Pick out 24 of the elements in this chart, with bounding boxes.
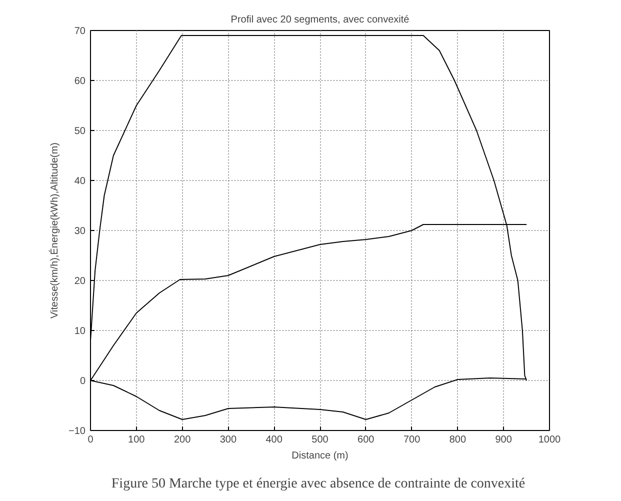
- x-tick-label: 100: [128, 434, 146, 446]
- x-tick-label: 0: [88, 434, 94, 446]
- x-tick-label: 900: [495, 434, 512, 446]
- y-tick-label: 70: [74, 26, 86, 37]
- x-tick-label: 700: [403, 434, 421, 446]
- caption: Figure 50 Marche type et énergie avec absence de contrainte de convexité: [111, 476, 526, 492]
- chart-title: Profil avec 20 segments, avec convexité: [230, 14, 410, 26]
- x-tick-label: 600: [358, 434, 375, 446]
- x-axis-title: Distance (m): [292, 450, 348, 462]
- y-tick-label: −10: [68, 426, 86, 437]
- x-tick-label: 1000: [538, 434, 562, 446]
- y-tick-label: 20: [74, 276, 86, 287]
- x-tick-label: 800: [449, 434, 466, 446]
- x-tick-label: 300: [220, 434, 237, 446]
- y-tick-label: 30: [74, 226, 86, 237]
- y-axis-title: Vitesse(km/h),Énergie(kWh),Altitude(m): [48, 142, 61, 318]
- y-tick-label: 40: [74, 176, 86, 187]
- y-tick-label: 0: [80, 376, 86, 387]
- y-tick-label: 60: [74, 76, 86, 87]
- y-tick-label: 10: [74, 326, 86, 337]
- y-tick-label: 50: [74, 126, 86, 137]
- x-tick-label: 500: [312, 434, 329, 446]
- x-tick-label: 400: [266, 434, 283, 446]
- x-tick-label: 200: [174, 434, 192, 446]
